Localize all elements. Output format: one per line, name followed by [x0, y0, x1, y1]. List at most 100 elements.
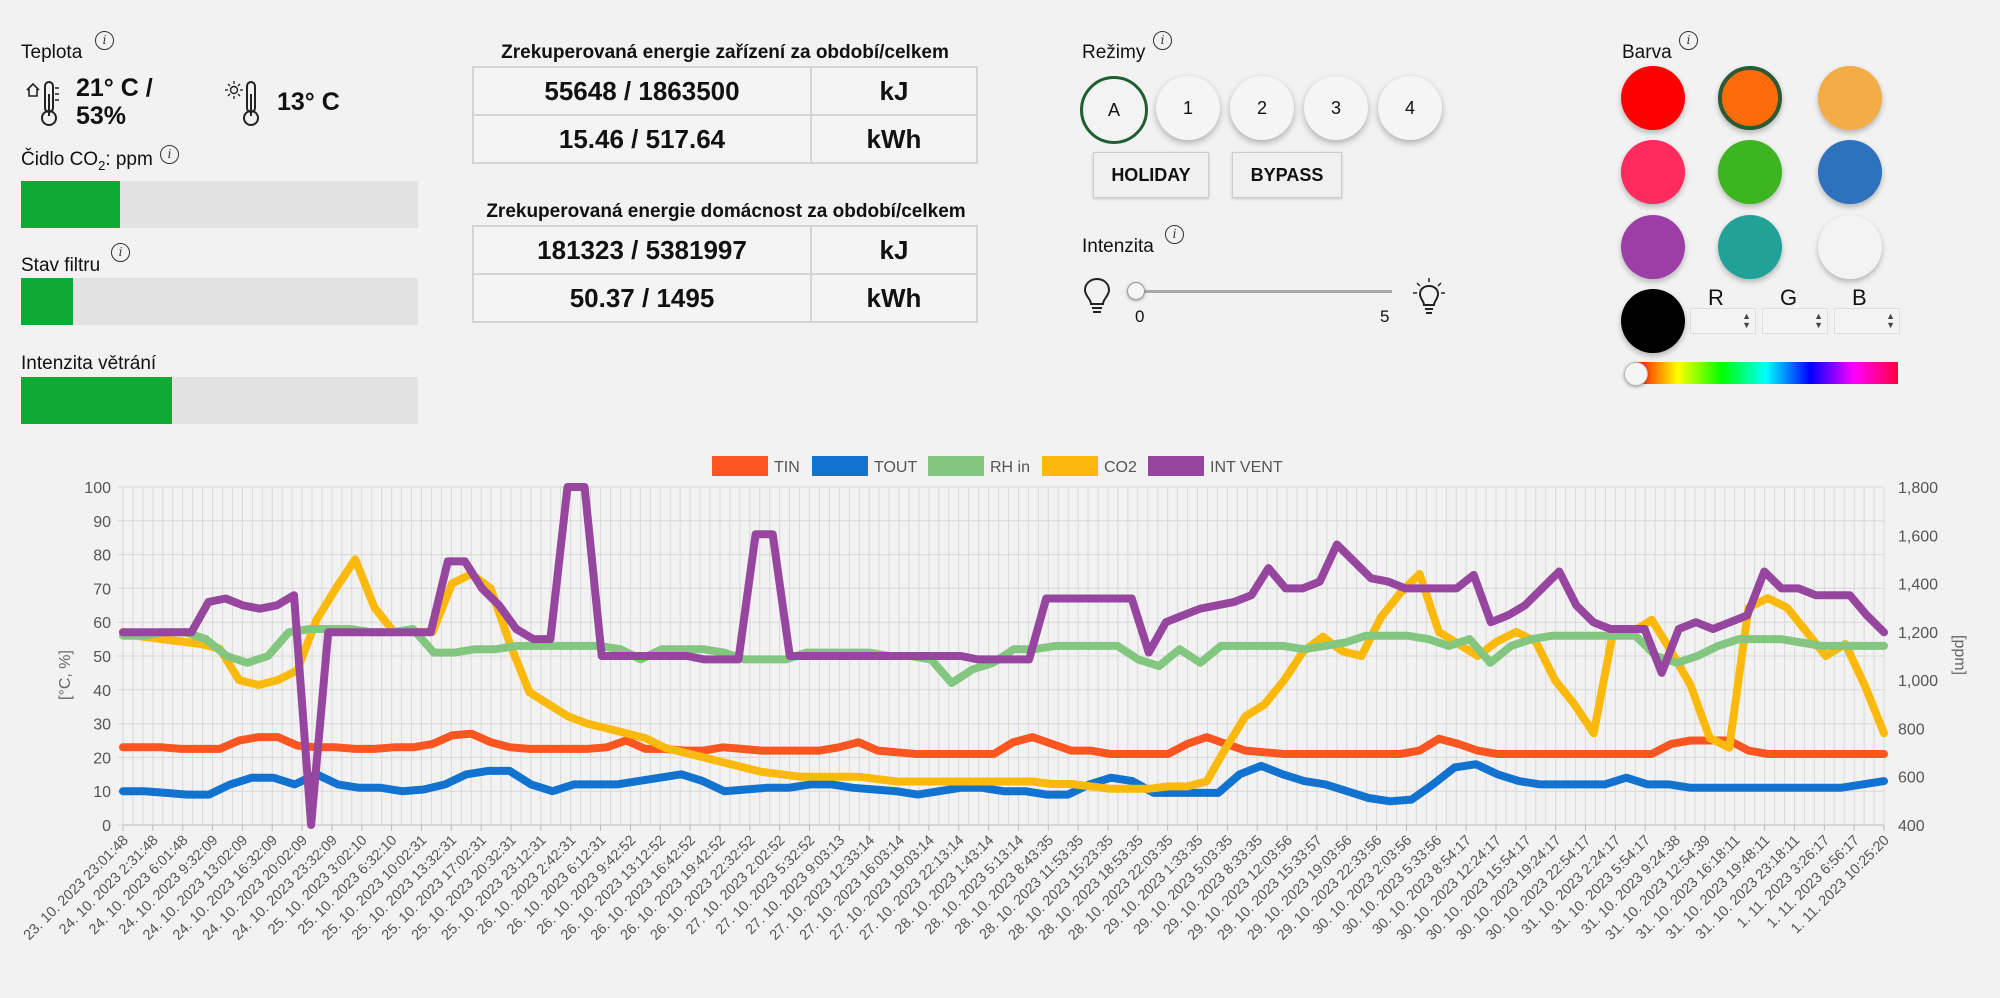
- series-line-int-vent: [119, 483, 1888, 829]
- energy-household-title: Zrekuperovaná energie domácnost za obdob…: [486, 201, 966, 222]
- color-swatch-teal[interactable]: [1718, 215, 1782, 279]
- color-swatch-blue[interactable]: [1818, 140, 1882, 204]
- indoor-thermometer-icon: [26, 81, 59, 126]
- filter-bar: [21, 278, 418, 325]
- r-input[interactable]: ▲ ▼: [1690, 308, 1756, 334]
- chart-series: [119, 483, 1888, 829]
- legend-swatch-tin: [712, 456, 768, 476]
- legend-swatch-rh-in: [928, 456, 984, 476]
- filter-info-icon[interactable]: i: [111, 243, 130, 262]
- table-row: 50.37 / 1495 kWh: [472, 273, 978, 323]
- energy-device-title: Zrekuperovaná energie zařízení za období…: [501, 42, 949, 63]
- energy-device-kj-unit: kJ: [810, 66, 978, 116]
- right-tick-label: 1,000: [1898, 673, 1938, 690]
- energy-device-kj-value: 55648 / 1863500: [472, 66, 812, 116]
- right-axis-label: [ppm]: [1951, 635, 1968, 675]
- left-tick-label: 80: [93, 548, 111, 565]
- color-swatch-purple[interactable]: [1621, 215, 1685, 279]
- left-tick-label: 10: [93, 784, 111, 801]
- series-line-tout: [119, 760, 1888, 806]
- energy-household-kwh-unit: kWh: [810, 273, 978, 323]
- legend-swatch-int-vent: [1148, 456, 1204, 476]
- right-axis: 400 600 800 1,000 1,200 1,400 1,600 1,800: [1898, 480, 1938, 835]
- color-swatch-pink[interactable]: [1621, 140, 1685, 204]
- right-tick-label: 400: [1898, 818, 1925, 835]
- legend-label: INT VENT: [1210, 459, 1283, 476]
- legend-label: CO2: [1104, 459, 1137, 476]
- left-tick-label: 50: [93, 649, 111, 666]
- legend-label: TIN: [774, 459, 800, 476]
- filter-label: Stav filtru: [21, 255, 101, 276]
- mode-a-button[interactable]: A: [1080, 76, 1148, 144]
- ventilation-bar-fill: [21, 377, 172, 424]
- temperature-info-icon[interactable]: i: [95, 31, 114, 50]
- legend-swatch-co2: [1042, 456, 1098, 476]
- color-swatch-orange[interactable]: [1718, 66, 1782, 130]
- left-tick-label: 30: [93, 717, 111, 734]
- chart-legend: TIN TOUT RH in CO2 INT VENT: [712, 456, 1283, 476]
- energy-household-kj-value: 181323 / 5381997: [472, 225, 812, 275]
- left-tick-label: 20: [93, 750, 111, 767]
- energy-household-table: 181323 / 5381997 kJ 50.37 / 1495 kWh: [472, 225, 978, 323]
- ventilation-label: Intenzita větrání: [21, 353, 157, 374]
- energy-household-kwh-value: 50.37 / 1495: [472, 273, 812, 323]
- modes-label: Režimy: [1082, 42, 1146, 63]
- holiday-button[interactable]: HOLIDAY: [1093, 152, 1209, 198]
- right-tick-label: 800: [1898, 721, 1925, 738]
- energy-device-kwh-value: 15.46 / 517.64: [472, 114, 812, 164]
- left-tick-label: 40: [93, 683, 111, 700]
- g-spinner-icon[interactable]: ▲ ▼: [1814, 311, 1823, 330]
- mode-1-button[interactable]: 1: [1156, 76, 1220, 140]
- right-tick-label: 1,400: [1898, 577, 1938, 594]
- intensity-min-label: 0: [1135, 307, 1145, 326]
- history-chart: TIN TOUT RH in CO2 INT VENT 0 10 20 30 40 50 60 70 8…: [21, 456, 1968, 944]
- intensity-max-label: 5: [1380, 307, 1390, 326]
- mode-2-button[interactable]: 2: [1230, 76, 1294, 140]
- intensity-slider-track[interactable]: [1132, 290, 1392, 293]
- co2-bar: [21, 181, 418, 228]
- left-tick-label: 100: [84, 480, 111, 497]
- color-swatch-white[interactable]: [1818, 215, 1882, 279]
- table-row: 55648 / 1863500 kJ: [472, 66, 978, 116]
- b-input[interactable]: ▲ ▼: [1834, 308, 1900, 334]
- color-swatch-light-orange[interactable]: [1818, 66, 1882, 130]
- bypass-button[interactable]: BYPASS: [1232, 152, 1342, 198]
- co2-bar-fill: [21, 181, 121, 228]
- hue-slider[interactable]: [1634, 362, 1898, 384]
- color-info-icon[interactable]: i: [1679, 31, 1698, 50]
- energy-household-kj-unit: kJ: [810, 225, 978, 275]
- modes-info-icon[interactable]: i: [1153, 31, 1172, 50]
- g-input[interactable]: ▲ ▼: [1762, 308, 1828, 334]
- table-row: 15.46 / 517.64 kWh: [472, 114, 978, 164]
- b-spinner-icon[interactable]: ▲ ▼: [1886, 311, 1895, 330]
- left-tick-label: 70: [93, 581, 111, 598]
- legend-label: RH in: [990, 459, 1030, 476]
- intensity-info-icon[interactable]: i: [1165, 225, 1184, 244]
- intensity-label: Intenzita: [1082, 236, 1154, 257]
- right-tick-label: 1,800: [1898, 480, 1938, 497]
- bulb-off-icon: [1083, 277, 1111, 313]
- right-tick-label: 1,200: [1898, 625, 1938, 642]
- co2-info-icon[interactable]: i: [160, 145, 179, 164]
- outdoor-thermometer-icon: [225, 81, 259, 126]
- legend-label: TOUT: [874, 459, 917, 476]
- color-swatch-green[interactable]: [1718, 140, 1782, 204]
- intensity-slider-thumb[interactable]: [1127, 282, 1145, 300]
- filter-bar-fill: [21, 278, 73, 325]
- g-label: G: [1780, 285, 1798, 310]
- table-row: 181323 / 5381997 kJ: [472, 225, 978, 275]
- color-swatch-black[interactable]: [1621, 289, 1685, 353]
- left-axis: 0 10 20 30 40 50 60 70 80 90 100: [84, 480, 111, 835]
- mode-3-button[interactable]: 3: [1304, 76, 1368, 140]
- color-label: Barva: [1622, 42, 1672, 63]
- r-spinner-icon[interactable]: ▲ ▼: [1742, 311, 1751, 330]
- outdoor-temperature-value: 13° C: [277, 88, 340, 116]
- hue-slider-thumb[interactable]: [1624, 362, 1648, 386]
- series-line-tin: [119, 729, 1888, 758]
- left-tick-label: 90: [93, 514, 111, 531]
- color-swatch-red[interactable]: [1621, 66, 1685, 130]
- mode-4-button[interactable]: 4: [1378, 76, 1442, 140]
- energy-device-table: 55648 / 1863500 kJ 15.46 / 517.64 kWh: [472, 66, 978, 164]
- b-label: B: [1852, 285, 1867, 310]
- left-axis-label: [°C, %]: [57, 650, 74, 700]
